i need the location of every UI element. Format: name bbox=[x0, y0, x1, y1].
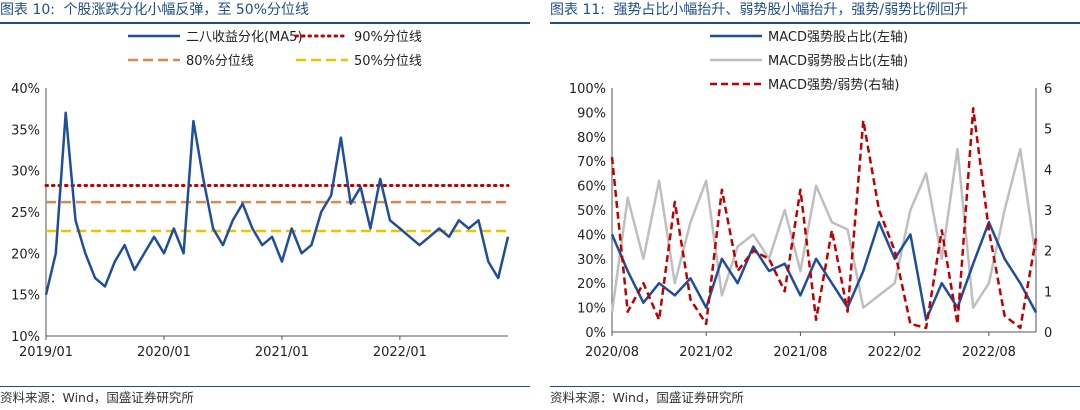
y-tick-label-left: 70% bbox=[577, 155, 606, 170]
series-line bbox=[610, 147, 1038, 313]
chart-panel-left: 图表 10: 个股涨跌分化小幅反弹，至 50%分位线 10% 15% 20% 25% 3… bbox=[0, 0, 530, 410]
series-line bbox=[44, 111, 510, 295]
y-tick-label-left: 50% bbox=[577, 204, 606, 219]
chart-title: 图表 10: 个股涨跌分化小幅反弹，至 50%分位线 bbox=[0, 0, 530, 24]
y-tick-label-left: 60% bbox=[577, 180, 606, 195]
y-tick-label-right: 5 bbox=[1044, 123, 1052, 138]
x-tick-label: 2022/01 bbox=[373, 345, 427, 360]
y-tick-label-left: 10% bbox=[577, 302, 606, 317]
y-tick-label-right: 2 bbox=[1044, 245, 1052, 260]
x-tick-label: 2022/02 bbox=[868, 345, 922, 360]
chart-source: 资料来源：Wind，国盛证券研究所 bbox=[0, 386, 530, 407]
x-tick-label: 2020/01 bbox=[137, 345, 191, 360]
y-tick-label-left: 30% bbox=[577, 253, 606, 268]
chart-left: 10% 15% 20% 25% 30% 35% 40% 2019/01 2020/01 2021/… bbox=[11, 30, 510, 360]
x-tick-label: 2022/08 bbox=[962, 345, 1016, 360]
y-tick-label-right: 6 bbox=[1044, 82, 1052, 97]
y-tick-label-left: 40% bbox=[577, 228, 606, 243]
y-tick-label-right: 0 bbox=[1044, 326, 1052, 341]
legend-label: MACD弱势股占比(左轴) bbox=[768, 53, 908, 69]
chart-number-label: 图表 10: bbox=[0, 2, 55, 18]
y-tick-label-right: 3 bbox=[1044, 204, 1052, 219]
chart-title-text: 个股涨跌分化小幅反弹，至 50%分位线 bbox=[63, 2, 310, 18]
x-tick-label: 2021/08 bbox=[773, 345, 827, 360]
y-tick-label: 25% bbox=[11, 206, 40, 221]
y-tick-label-left: 0% bbox=[585, 326, 606, 341]
x-tick-label: 2019/01 bbox=[19, 345, 73, 360]
legend-label: MACD强势/弱势(右轴) bbox=[768, 77, 900, 93]
x-tick-label: 2021/02 bbox=[679, 345, 733, 360]
x-tick-label: 2021/01 bbox=[255, 345, 309, 360]
chart-right: 0% 10% 20% 30% 40% 50% 60% 70% 80% 90% 100% 0 1 2 3 4 5 6… bbox=[569, 29, 1052, 360]
y-tick-label-left: 80% bbox=[577, 131, 606, 146]
series-line bbox=[610, 220, 1038, 322]
y-tick-label: 40% bbox=[11, 82, 40, 97]
y-tick-label: 10% bbox=[11, 330, 40, 345]
y-tick-label-right: 4 bbox=[1044, 163, 1052, 178]
legend-label: 50%分位线 bbox=[354, 54, 422, 69]
legend-label: 90%分位线 bbox=[354, 30, 422, 45]
chart-title-text: 强势占比小幅抬升、弱势股小幅抬升，强势/弱势比例回升 bbox=[613, 2, 969, 18]
chart-panel-right: 图表 11: 强势占比小幅抬升、弱势股小幅抬升，强势/弱势比例回升 0% 10% 2… bbox=[550, 0, 1080, 410]
y-tick-label-right: 1 bbox=[1044, 285, 1052, 300]
y-tick-label-left: 20% bbox=[577, 277, 606, 292]
y-tick-label: 35% bbox=[11, 123, 40, 138]
y-tick-label-left: 100% bbox=[569, 82, 606, 97]
series-line bbox=[610, 107, 1038, 330]
y-tick-label-left: 90% bbox=[577, 106, 606, 121]
legend-label: 80%分位线 bbox=[186, 54, 254, 69]
chart-source: 资料来源：Wind，国盛证券研究所 bbox=[550, 386, 1080, 407]
y-tick-label: 30% bbox=[11, 165, 40, 180]
y-tick-label: 20% bbox=[11, 247, 40, 262]
x-tick-label: 2020/08 bbox=[585, 345, 639, 360]
chart-title: 图表 11: 强势占比小幅抬升、弱势股小幅抬升，强势/弱势比例回升 bbox=[550, 0, 1080, 24]
y-tick-label: 15% bbox=[11, 289, 40, 304]
chart-number-label: 图表 11: bbox=[550, 2, 605, 18]
legend-label: MACD强势股占比(左轴) bbox=[768, 29, 908, 45]
legend-label: 二八收益分化(MA5) bbox=[186, 30, 303, 45]
